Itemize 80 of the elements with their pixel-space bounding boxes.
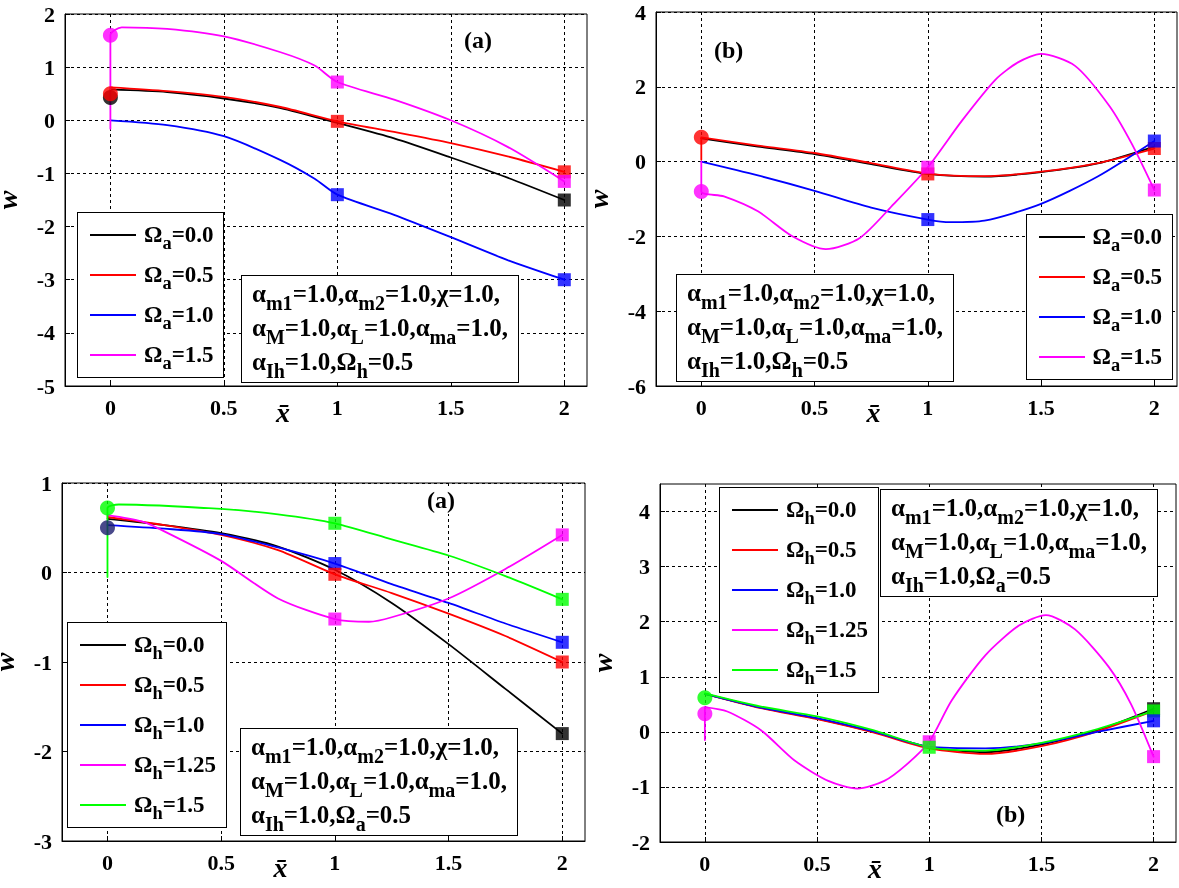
y-tick-label: 0 xyxy=(41,560,52,585)
y-tick-label: 1 xyxy=(41,470,52,496)
x-tick-label: 2 xyxy=(558,394,570,420)
y-tick-label: 0 xyxy=(635,149,646,175)
y-tick-label: 4 xyxy=(635,0,646,25)
y-tick-label: 0 xyxy=(44,107,55,133)
y-tick-label: -5 xyxy=(36,373,55,399)
legend-label: Ω$_{a}$=0.5 xyxy=(144,262,214,294)
legend-label: Ω$_{a}$=0.5 xyxy=(1092,264,1162,296)
y-tick-label: -3 xyxy=(33,828,52,854)
legend-label: Ω$_{a}$=0.0 xyxy=(1092,224,1162,256)
x-tick-label: 0 xyxy=(101,849,113,875)
y-axis-title: w xyxy=(582,189,614,209)
y-tick-label: 1 xyxy=(44,54,55,80)
x-tick-label: 0 xyxy=(104,394,116,420)
y-tick-label: -1 xyxy=(631,774,650,800)
annotation: (b) xyxy=(994,800,1028,828)
text: α$_{m1}$=1.0,α$_{m2}$=1.0,χ=1.0, α$_{M}$=1.0,α$_{L}$=1.0,α$_{ma}$=1.0, α$_{Ih}$=1.0,Ω$_{h}$=0.5 xyxy=(687,279,944,381)
x-tick-label: 1.5 xyxy=(437,394,465,420)
legend-label: Ω$_{a}$=1.0 xyxy=(1092,304,1162,336)
x-tick-label: 1 xyxy=(922,394,934,420)
legend-label: Ω$_{h}$=0.5 xyxy=(134,672,205,704)
y-tick-label: 4 xyxy=(639,499,650,525)
x-axis-title: x̄ xyxy=(865,396,881,428)
y-tick-label: -6 xyxy=(627,373,646,399)
text: α$_{m1}$=1.0,α$_{m2}$=1.0,χ=1.0, α$_{M}$=1.0,α$_{L}$=1.0,α$_{ma}$=1.0, α$_{Ih}$=1.0,Ω$_{a}$=0.5 xyxy=(251,733,508,835)
x-tick-label: 0.5 xyxy=(800,394,829,420)
x-tick-label: 1.5 xyxy=(434,849,463,875)
y-tick-label: -3 xyxy=(36,267,55,293)
legend-label: Ω$_{h}$=1.25 xyxy=(786,617,869,649)
x-tick-label: 1 xyxy=(923,850,935,876)
x-tick-label: 2 xyxy=(556,849,568,875)
annotation: (b) xyxy=(712,36,746,64)
legend-label: Ω$_{a}$=1.5 xyxy=(1092,344,1162,376)
legend-label: Ω$_{h}$=1.5 xyxy=(134,792,205,824)
y-tick-label: -2 xyxy=(33,739,52,764)
annotation: (a) xyxy=(425,486,457,514)
y-tick-label: -2 xyxy=(627,223,646,249)
y-tick-label: 2 xyxy=(639,609,650,635)
text: α$_{m1}$=1.0,α$_{m2}$=1.0,χ=1.0, α$_{M}$=1.0,α$_{L}$=1.0,α$_{ma}$=1.0, α$_{Ih}$=1.0,Ω$_{h}$=0.5 xyxy=(252,280,509,382)
x-tick-label: 1.5 xyxy=(1027,850,1056,876)
text: α$_{m1}$=1.0,α$_{m2}$=1.0,χ=1.0, α$_{M}$=1.0,α$_{L}$=1.0,α$_{ma}$=1.0, α$_{Ih}$=1.0,Ω$_{a}$=0.5 xyxy=(891,494,1148,596)
legend-label: Ω$_{h}$=0.0 xyxy=(134,632,205,664)
y-tick-label: -1 xyxy=(33,649,52,675)
x-tick-label: 0.5 xyxy=(207,849,235,875)
y-axis-title: w xyxy=(0,652,20,672)
x-tick-label: 1 xyxy=(329,849,341,875)
x-axis-title: x̄ xyxy=(272,851,288,883)
legend-label: Ω$_{a}$=1.5 xyxy=(144,342,214,374)
x-tick-label: 0 xyxy=(695,394,707,420)
legend-label: Ω$_{h}$=0.0 xyxy=(786,497,857,529)
x-axis-title: x̄ xyxy=(867,852,882,884)
legend-label: Ω$_{h}$=1.25 xyxy=(134,752,217,784)
y-tick-label: -1 xyxy=(36,160,55,186)
y-tick-label: 2 xyxy=(44,1,55,27)
x-tick-label: 2 xyxy=(1148,394,1160,420)
y-tick-label: -2 xyxy=(36,214,55,240)
x-tick-label: 0.5 xyxy=(803,850,831,876)
y-tick-label: -4 xyxy=(36,320,55,346)
annotation: (a) xyxy=(462,26,494,54)
x-axis-title: x̄ xyxy=(275,396,290,428)
x-tick-label: 1 xyxy=(331,394,343,420)
x-tick-label: 1.5 xyxy=(1027,394,1055,420)
y-tick-label: -2 xyxy=(631,829,650,855)
legend-label: Ω$_{h}$=1.0 xyxy=(134,712,205,744)
y-tick-label: 3 xyxy=(639,554,650,580)
y-tick-label: 2 xyxy=(635,74,646,100)
x-tick-label: 0 xyxy=(699,850,711,876)
legend-label: Ω$_{a}$=0.0 xyxy=(144,222,214,254)
legend-label: Ω$_{h}$=0.5 xyxy=(786,537,857,569)
x-tick-label: 2 xyxy=(1148,850,1160,876)
y-axis-title: w xyxy=(586,653,618,673)
y-tick-label: -4 xyxy=(627,298,646,324)
y-tick-label: 1 xyxy=(639,664,650,690)
y-axis-title: w xyxy=(0,190,23,210)
legend-label: Ω$_{h}$=1.5 xyxy=(786,657,857,689)
y-tick-label: 0 xyxy=(639,719,650,745)
x-tick-label: 0.5 xyxy=(210,394,238,420)
legend-label: Ω$_{a}$=1.0 xyxy=(144,302,214,334)
legend-label: Ω$_{h}$=1.0 xyxy=(786,577,857,609)
